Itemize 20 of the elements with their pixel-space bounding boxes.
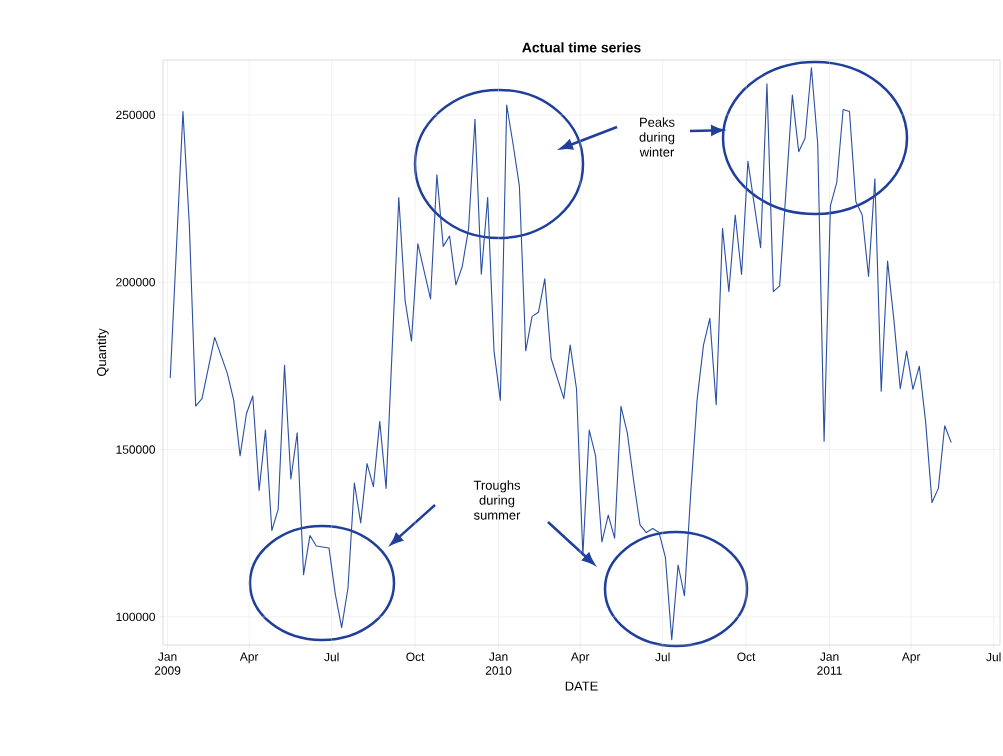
annotation: Troughs during summer <box>473 480 521 520</box>
x-tick-label: Jul <box>324 652 339 662</box>
x-tick-label: Oct <box>737 652 756 661</box>
x-tick-label: Jan 2011 <box>817 652 842 675</box>
y-tick-label: 100000 <box>116 612 156 622</box>
y-tick-label: 200000 <box>116 277 156 287</box>
chart-title: Actual time series <box>522 42 641 53</box>
x-tick-label: Apr <box>901 652 921 664</box>
y-axis-title: Quantity <box>96 328 109 376</box>
x-tick-label: Jan 2009 <box>154 652 181 675</box>
x-tick-label: Oct <box>406 652 425 661</box>
x-tick-label: Apr <box>570 652 590 664</box>
annotation: Peaks during winter <box>639 117 675 157</box>
y-tick-label: 250000 <box>116 110 156 120</box>
x-tick-label: Jan 2010 <box>485 652 512 675</box>
y-tick-label: 150000 <box>116 445 156 454</box>
x-tick-label: Jul <box>655 652 670 662</box>
x-axis-title: DATE <box>565 681 598 691</box>
x-tick-label: Apr <box>239 652 259 664</box>
x-tick-label: Jul <box>986 652 1001 662</box>
